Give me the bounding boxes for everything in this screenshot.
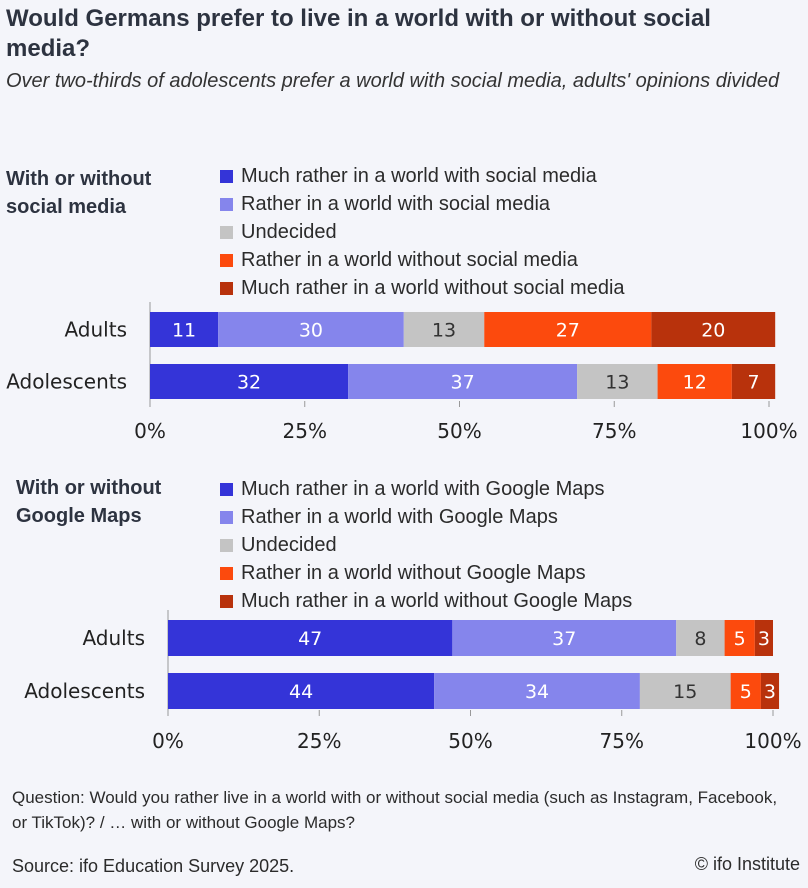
legend-item: Rather in a world without social media <box>220 246 625 274</box>
legend-label: Rather in a world without social media <box>241 249 578 271</box>
legend-label: Undecided <box>241 534 337 556</box>
x-tick-label: 75% <box>600 729 644 753</box>
panel-1-heading-line-1: With or without <box>6 168 152 190</box>
legend-label: Rather in a world without Google Maps <box>241 562 586 584</box>
chart-subtitle: Over two-thirds of adolescents prefer a … <box>6 70 780 92</box>
data-label: 11 <box>172 320 196 342</box>
bar-segment <box>218 312 404 347</box>
x-tick-label: 50% <box>448 729 492 753</box>
bar-segment <box>651 312 776 347</box>
bar-segment <box>676 620 725 656</box>
panel-2-heading-line-2: Google Maps <box>16 505 142 527</box>
legend-label: Much rather in a world without Google Ma… <box>241 590 633 612</box>
data-label: 8 <box>694 628 706 650</box>
legend-item: Rather in a world without Google Maps <box>220 559 632 587</box>
x-tick-label: 0% <box>152 729 184 753</box>
legend-label: Undecided <box>241 221 337 243</box>
legend-swatch <box>220 197 233 211</box>
legend-swatch <box>220 566 233 580</box>
legend-swatch <box>220 594 233 608</box>
x-tick-label: 75% <box>592 419 636 443</box>
legend-item: Rather in a world with Google Maps <box>220 503 632 531</box>
legend-item: Much rather in a world with social media <box>220 162 625 190</box>
bar-segment <box>754 620 773 656</box>
source-note: Source: ifo Education Survey 2025. <box>12 856 295 876</box>
legend-swatch <box>220 169 233 183</box>
x-tick-label: 0% <box>134 419 166 443</box>
panel-2-heading-line-1: With or without <box>16 477 162 499</box>
data-label: 32 <box>237 372 261 394</box>
data-label: 5 <box>734 628 746 650</box>
bar-segment <box>657 364 732 399</box>
panel-2-heading: With or without Google Maps <box>16 474 161 530</box>
bar-segment <box>348 364 578 399</box>
data-label: 27 <box>556 320 580 342</box>
x-tick-label: 25% <box>297 729 341 753</box>
bar-segment <box>168 673 435 709</box>
bar-segment <box>724 620 755 656</box>
data-label: 3 <box>764 681 776 703</box>
bar-segment <box>484 312 652 347</box>
data-label: 47 <box>298 628 322 650</box>
chart-title: Would Germans prefer to live in a world … <box>6 5 711 62</box>
legend-item: Much rather in a world without Google Ma… <box>220 587 632 615</box>
x-tick-label: 25% <box>283 419 327 443</box>
category-label: Adults <box>64 318 127 342</box>
bar-segment <box>150 364 349 399</box>
copyright-note: © ifo Institute <box>694 854 800 874</box>
legend-label: Much rather in a world with social media <box>241 165 597 187</box>
legend-label: Much rather in a world without social me… <box>241 277 625 299</box>
data-label: 44 <box>289 681 313 703</box>
bar-segment <box>452 620 677 656</box>
legend-swatch <box>220 281 233 295</box>
panel-2-legend: Much rather in a world with Google Maps R… <box>220 475 632 615</box>
data-label: 7 <box>747 372 759 394</box>
legend-label: Rather in a world with social media <box>241 193 551 215</box>
legend-swatch <box>220 538 233 552</box>
legend-item: Rather in a world with social media <box>220 190 625 218</box>
bar-segment <box>434 673 640 709</box>
category-label: Adolescents <box>24 679 145 703</box>
bar-segment <box>731 364 776 399</box>
x-tick-label: 100% <box>744 729 801 753</box>
legend-item: Undecided <box>220 218 625 246</box>
bar-segment <box>639 673 731 709</box>
legend-swatch <box>220 253 233 267</box>
data-label: 37 <box>451 372 475 394</box>
data-label: 37 <box>552 628 576 650</box>
data-label: 30 <box>299 320 323 342</box>
legend-swatch <box>220 482 233 496</box>
bar-segment <box>760 673 780 709</box>
panel-1-heading-line-2: social media <box>6 196 127 218</box>
legend-item: Much rather in a world with Google Maps <box>220 475 632 503</box>
bar-segment <box>403 312 485 347</box>
data-label: 5 <box>740 681 752 703</box>
legend-swatch <box>220 225 233 239</box>
bar-segment <box>150 312 219 347</box>
category-label: Adults <box>82 626 145 650</box>
legend-label: Rather in a world with Google Maps <box>241 506 558 528</box>
data-label: 13 <box>432 320 456 342</box>
category-label: Adolescents <box>6 370 127 394</box>
data-label: 15 <box>673 681 697 703</box>
data-label: 3 <box>758 628 770 650</box>
data-label: 12 <box>683 372 707 394</box>
bar-segment <box>730 673 761 709</box>
panel-1-legend: Much rather in a world with social media… <box>220 162 625 302</box>
bar-segment <box>577 364 658 399</box>
legend-item: Much rather in a world without social me… <box>220 274 625 302</box>
data-label: 13 <box>605 372 629 394</box>
legend-label: Much rather in a world with Google Maps <box>241 478 605 500</box>
x-tick-label: 50% <box>437 419 481 443</box>
survey-question: Question: Would you rather live in a wor… <box>12 788 778 832</box>
x-tick-label: 100% <box>740 419 797 443</box>
legend-item: Undecided <box>220 531 632 559</box>
panel-1-heading: With or without social media <box>6 165 151 221</box>
legend-swatch <box>220 510 233 524</box>
bar-segment <box>168 620 453 656</box>
data-label: 34 <box>525 681 549 703</box>
panel-1-chart: 0% 25% 50% 75% 100% Adults 11 30 13 27 20 Adolescen… <box>6 302 798 443</box>
data-label: 20 <box>701 320 725 342</box>
